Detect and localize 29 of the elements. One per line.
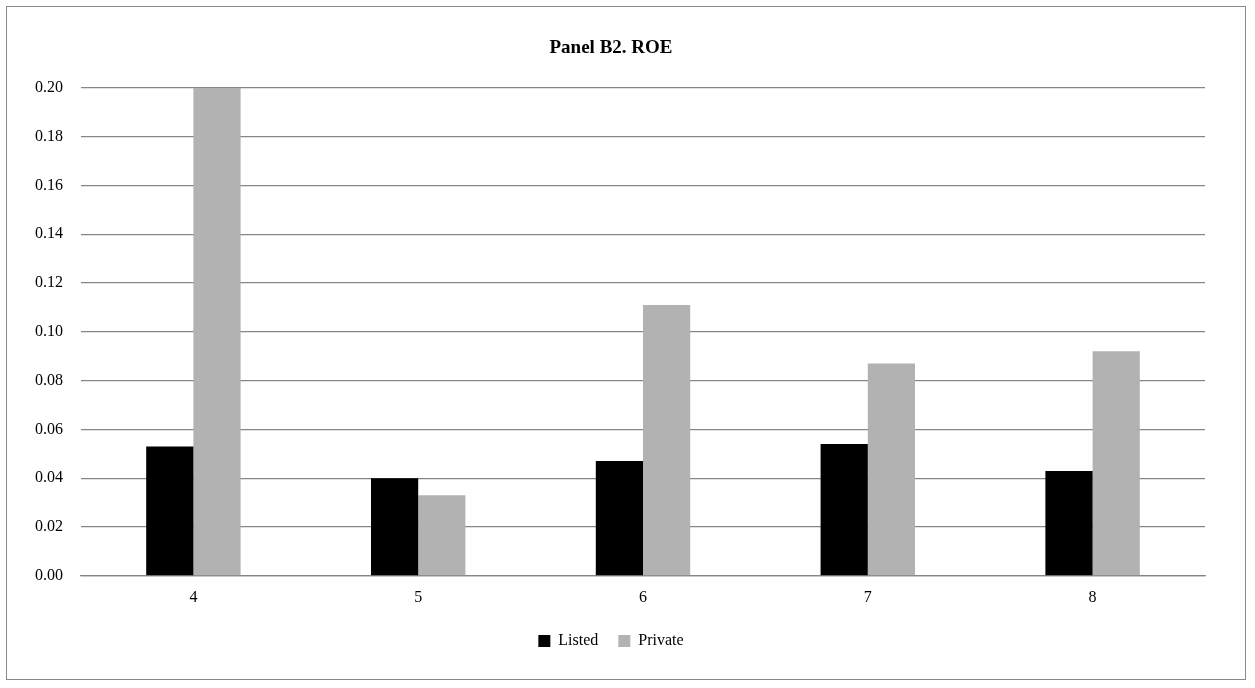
bar (867, 363, 916, 576)
bar (820, 444, 868, 576)
bar (418, 495, 466, 576)
y-tick-label: 0.06 (35, 419, 63, 437)
y-tick-label: 0.14 (35, 224, 63, 242)
y-tick-label: 0.00 (35, 566, 63, 583)
y-tick-label: 0.02 (35, 517, 63, 535)
x-tick-label: 6 (639, 587, 647, 605)
legend-label: Private (638, 631, 684, 649)
x-tick-label: 4 (189, 587, 198, 605)
x-tick-label: 7 (863, 587, 872, 605)
bar (146, 446, 194, 576)
bar (193, 87, 241, 576)
bar (595, 461, 643, 576)
legend-label: Listed (558, 631, 599, 649)
x-tick-label: 8 (1088, 587, 1097, 605)
bar (1092, 351, 1140, 576)
y-tick-label: 0.04 (35, 468, 63, 486)
chart-title: Panel B2. ROE (549, 36, 673, 58)
x-tick-label: 5 (414, 587, 423, 605)
bar (1045, 470, 1093, 576)
y-tick-label: 0.20 (35, 78, 63, 95)
bar (643, 304, 691, 576)
y-tick-label: 0.12 (35, 273, 63, 291)
y-tick-label: 0.08 (35, 370, 63, 388)
y-tick-label: 0.16 (35, 175, 63, 193)
bar (370, 478, 419, 576)
y-tick-label: 0.18 (35, 126, 63, 144)
y-tick-label: 0.10 (35, 322, 63, 339)
